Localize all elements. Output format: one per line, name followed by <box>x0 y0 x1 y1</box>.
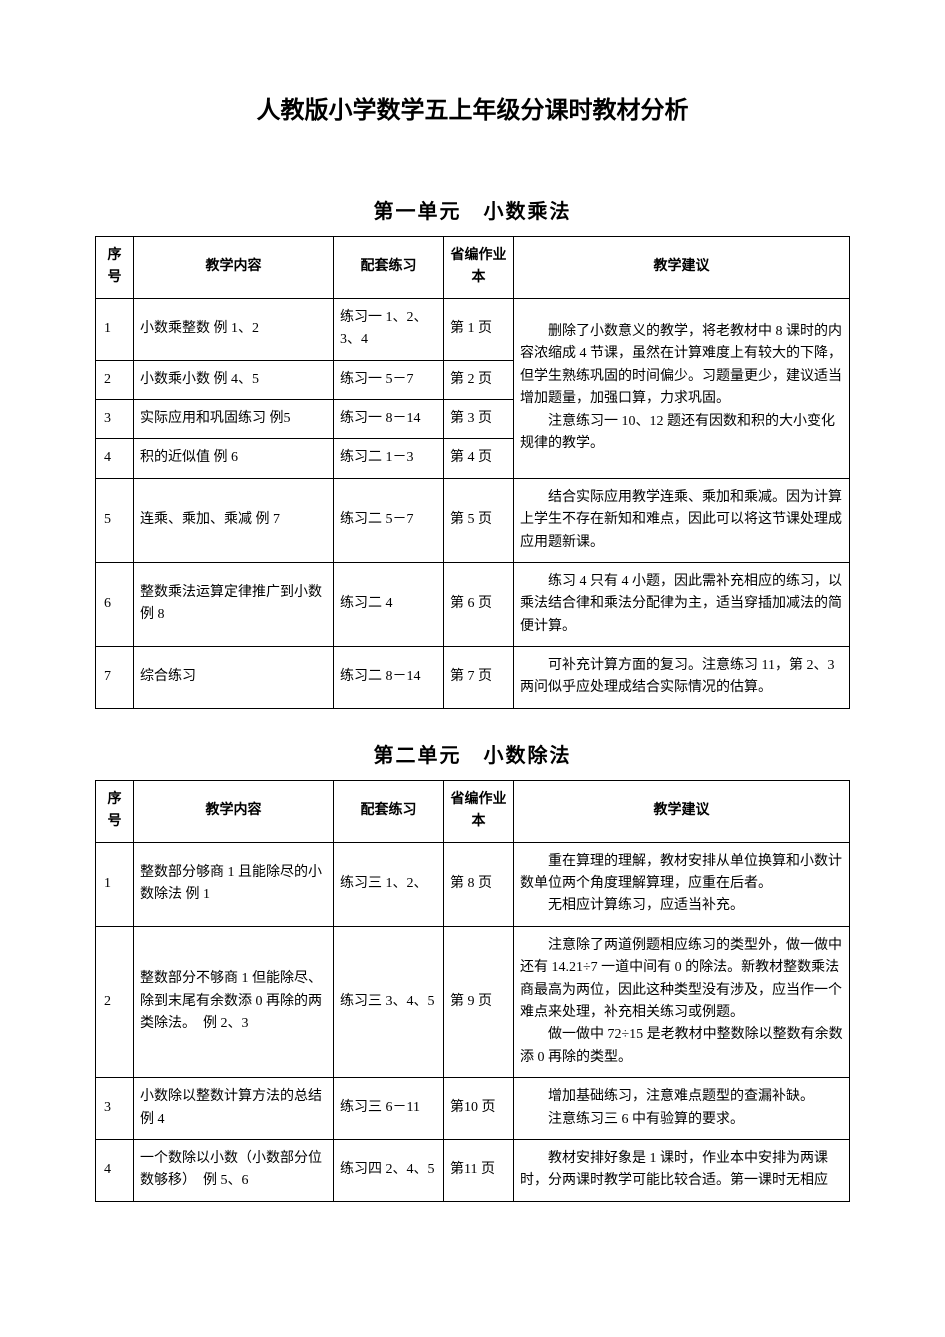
unit1-table: 序号 教学内容 配套练习 省编作业本 教学建议 1 小数乘整数 例 1、2 练习… <box>95 236 850 709</box>
cell-workbook: 第 8 页 <box>444 842 514 926</box>
cell-seq: 6 <box>96 562 134 646</box>
cell-content: 综合练习 <box>134 647 334 709</box>
header-workbook: 省编作业本 <box>444 237 514 299</box>
cell-suggestion: 练习 4 只有 4 小题，因此需补充相应的练习，以乘法结合律和乘法分配律为主，适… <box>514 562 850 646</box>
header-content: 教学内容 <box>134 780 334 842</box>
cell-practice: 练习一 5－7 <box>334 360 444 399</box>
cell-practice: 练习一 1、2、3、4 <box>334 298 444 360</box>
table-row: 3 小数除以整数计算方法的总结 例 4 练习三 6－11 第10 页 增加基础练… <box>96 1078 850 1140</box>
header-content: 教学内容 <box>134 237 334 299</box>
cell-practice: 练习三 1、2、 <box>334 842 444 926</box>
cell-workbook: 第 2 页 <box>444 360 514 399</box>
cell-seq: 7 <box>96 647 134 709</box>
table-row: 1 整数部分够商 1 且能除尽的小数除法 例 1 练习三 1、2、 第 8 页 … <box>96 842 850 926</box>
cell-suggestion: 可补充计算方面的复习。注意练习 11，第 2、3 两问似乎应处理成结合实际情况的… <box>514 647 850 709</box>
header-workbook: 省编作业本 <box>444 780 514 842</box>
table-row: 2 整数部分不够商 1 但能除尽、除到末尾有余数添 0 再除的两类除法。 例 2… <box>96 926 850 1077</box>
cell-content: 实际应用和巩固练习 例5 <box>134 399 334 438</box>
cell-workbook: 第 4 页 <box>444 439 514 478</box>
cell-suggestion-merged: 删除了小数意义的教学，将老教材中 8 课时的内容浓缩成 4 节课，虽然在计算难度… <box>514 298 850 478</box>
cell-suggestion: 结合实际应用教学连乘、乘加和乘减。因为计算上学生不存在新知和难点，因此可以将这节… <box>514 478 850 562</box>
cell-workbook: 第11 页 <box>444 1139 514 1201</box>
cell-workbook: 第 9 页 <box>444 926 514 1077</box>
cell-workbook: 第10 页 <box>444 1078 514 1140</box>
cell-seq: 1 <box>96 298 134 360</box>
cell-content: 整数乘法运算定律推广到小数 例 8 <box>134 562 334 646</box>
cell-content: 一个数除以小数（小数部分位数够移） 例 5、6 <box>134 1139 334 1201</box>
table-row: 5 连乘、乘加、乘减 例 7 练习二 5－7 第 5 页 结合实际应用教学连乘、… <box>96 478 850 562</box>
cell-content: 整数部分够商 1 且能除尽的小数除法 例 1 <box>134 842 334 926</box>
cell-workbook: 第 3 页 <box>444 399 514 438</box>
header-seq: 序号 <box>96 780 134 842</box>
cell-suggestion: 增加基础练习，注意难点题型的查漏补缺。注意练习三 6 中有验算的要求。 <box>514 1078 850 1140</box>
cell-content: 小数乘整数 例 1、2 <box>134 298 334 360</box>
cell-content: 小数乘小数 例 4、5 <box>134 360 334 399</box>
table-header-row: 序号 教学内容 配套练习 省编作业本 教学建议 <box>96 237 850 299</box>
cell-seq: 2 <box>96 360 134 399</box>
cell-content: 连乘、乘加、乘减 例 7 <box>134 478 334 562</box>
table-header-row: 序号 教学内容 配套练习 省编作业本 教学建议 <box>96 780 850 842</box>
table-row: 7 综合练习 练习二 8－14 第 7 页 可补充计算方面的复习。注意练习 11… <box>96 647 850 709</box>
header-practice: 配套练习 <box>334 237 444 299</box>
cell-content: 小数除以整数计算方法的总结 例 4 <box>134 1078 334 1140</box>
unit1-title: 第一单元 小数乘法 <box>95 195 850 224</box>
cell-suggestion: 注意除了两道例题相应练习的类型外，做一做中还有 14.21÷7 一道中间有 0 … <box>514 926 850 1077</box>
cell-practice: 练习一 8－14 <box>334 399 444 438</box>
cell-seq: 2 <box>96 926 134 1077</box>
cell-suggestion: 重在算理的理解，教材安排从单位换算和小数计数单位两个角度理解算理，应重在后者。无… <box>514 842 850 926</box>
cell-seq: 3 <box>96 1078 134 1140</box>
cell-seq: 4 <box>96 1139 134 1201</box>
cell-seq: 1 <box>96 842 134 926</box>
header-suggestion: 教学建议 <box>514 237 850 299</box>
table-row: 1 小数乘整数 例 1、2 练习一 1、2、3、4 第 1 页 删除了小数意义的… <box>96 298 850 360</box>
cell-content: 整数部分不够商 1 但能除尽、除到末尾有余数添 0 再除的两类除法。 例 2、3 <box>134 926 334 1077</box>
cell-content: 积的近似值 例 6 <box>134 439 334 478</box>
cell-practice: 练习三 3、4、5 <box>334 926 444 1077</box>
header-suggestion: 教学建议 <box>514 780 850 842</box>
unit2-title: 第二单元 小数除法 <box>95 739 850 768</box>
cell-seq: 5 <box>96 478 134 562</box>
cell-practice: 练习二 8－14 <box>334 647 444 709</box>
header-seq: 序号 <box>96 237 134 299</box>
cell-seq: 3 <box>96 399 134 438</box>
cell-practice: 练习二 1－3 <box>334 439 444 478</box>
cell-workbook: 第 6 页 <box>444 562 514 646</box>
cell-suggestion: 教材安排好象是 1 课时，作业本中安排为两课时，分两课时教学可能比较合适。第一课… <box>514 1139 850 1201</box>
cell-practice: 练习二 5－7 <box>334 478 444 562</box>
cell-workbook: 第 5 页 <box>444 478 514 562</box>
cell-practice: 练习三 6－11 <box>334 1078 444 1140</box>
table-row: 6 整数乘法运算定律推广到小数 例 8 练习二 4 第 6 页 练习 4 只有 … <box>96 562 850 646</box>
cell-workbook: 第 1 页 <box>444 298 514 360</box>
cell-seq: 4 <box>96 439 134 478</box>
cell-practice: 练习二 4 <box>334 562 444 646</box>
main-title: 人教版小学数学五上年级分课时教材分析 <box>95 90 850 125</box>
unit2-table: 序号 教学内容 配套练习 省编作业本 教学建议 1 整数部分够商 1 且能除尽的… <box>95 780 850 1202</box>
table-row: 4 一个数除以小数（小数部分位数够移） 例 5、6 练习四 2、4、5 第11 … <box>96 1139 850 1201</box>
cell-practice: 练习四 2、4、5 <box>334 1139 444 1201</box>
header-practice: 配套练习 <box>334 780 444 842</box>
cell-workbook: 第 7 页 <box>444 647 514 709</box>
